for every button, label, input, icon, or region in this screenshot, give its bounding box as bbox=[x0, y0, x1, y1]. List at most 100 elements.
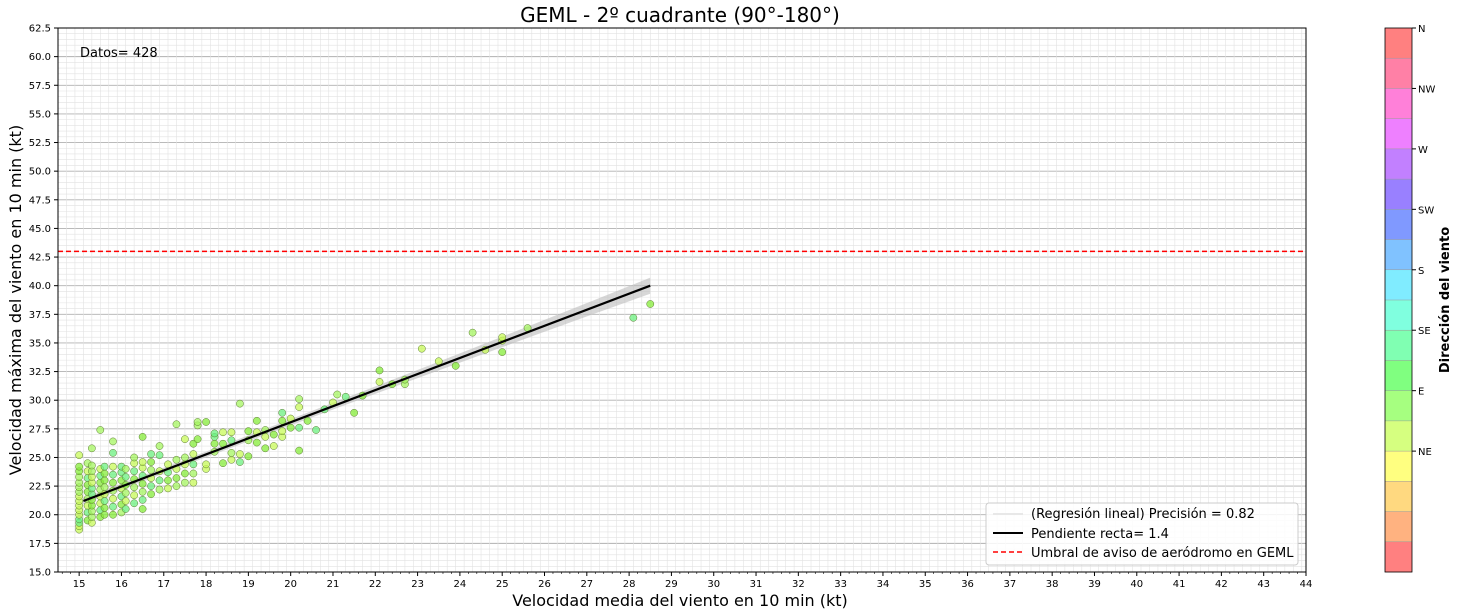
colorbar-ticks: N NW W SW S SE E NE bbox=[1412, 24, 1435, 458]
data-point bbox=[227, 455, 236, 464]
y-tick-label: 22.5 bbox=[29, 482, 51, 493]
colorbar-segment bbox=[1385, 88, 1412, 119]
y-tick-label: 20.0 bbox=[29, 510, 51, 521]
x-tick-label: 30 bbox=[707, 579, 720, 590]
data-point bbox=[100, 510, 109, 519]
data-point bbox=[350, 408, 358, 417]
data-point bbox=[109, 437, 117, 446]
data-point bbox=[155, 476, 164, 485]
data-point bbox=[181, 435, 189, 443]
data-point bbox=[236, 458, 244, 466]
data-point bbox=[100, 504, 109, 512]
x-tick-label: 31 bbox=[750, 579, 763, 590]
data-point bbox=[202, 418, 210, 426]
data-point bbox=[189, 460, 198, 469]
colorbar-label: Dirección del viento bbox=[1438, 227, 1453, 373]
x-axis-ticks: 15 16 17 18 19 20 21 22 23 24 25 26 27 28 29 30 31 32 33 34… bbox=[61, 572, 1313, 590]
x-tick-label: 43 bbox=[1257, 579, 1270, 590]
data-point bbox=[252, 416, 261, 425]
legend-threshold-label: Umbral de aviso de aeródromo en GEML bbox=[1031, 546, 1294, 561]
data-point bbox=[646, 300, 655, 308]
data-point bbox=[121, 473, 130, 481]
colorbar-segment bbox=[1385, 330, 1412, 361]
data-point bbox=[138, 505, 147, 513]
x-tick-label: 19 bbox=[242, 579, 255, 590]
x-tick-label: 37 bbox=[1003, 579, 1016, 590]
chart-title: GEML - 2º cuadrante (90°-180°) bbox=[520, 3, 840, 27]
data-point bbox=[193, 418, 202, 426]
data-point bbox=[130, 483, 138, 492]
colorbar-segment bbox=[1385, 118, 1412, 150]
x-tick-label: 44 bbox=[1300, 579, 1313, 590]
y-tick-label: 57.5 bbox=[29, 81, 51, 92]
data-point bbox=[189, 450, 198, 458]
x-tick-label: 20 bbox=[284, 579, 297, 590]
data-point bbox=[219, 459, 227, 468]
data-point bbox=[147, 490, 155, 498]
y-tick-label: 50.0 bbox=[29, 167, 51, 178]
colorbar-tick-label: W bbox=[1418, 145, 1428, 156]
y-tick-label: 40.0 bbox=[29, 281, 51, 292]
x-tick-label: 34 bbox=[877, 579, 890, 590]
x-tick-label: 33 bbox=[834, 579, 847, 590]
colorbar-tick-label: NE bbox=[1418, 447, 1432, 458]
data-point bbox=[138, 479, 147, 488]
data-point bbox=[138, 495, 147, 504]
data-point bbox=[375, 378, 384, 386]
colorbar-segment bbox=[1385, 58, 1412, 89]
legend-ci-label: (Regresión lineal) Precisión = 0.82 bbox=[1031, 507, 1255, 522]
data-point bbox=[227, 449, 236, 457]
data-point bbox=[417, 344, 426, 353]
data-point bbox=[202, 460, 210, 469]
y-tick-label: 25.0 bbox=[29, 453, 51, 464]
colorbar-segment bbox=[1385, 179, 1412, 210]
data-point bbox=[434, 357, 443, 366]
colorbar-segment bbox=[1385, 481, 1412, 512]
colorbar-tick-label: NW bbox=[1418, 84, 1435, 95]
y-tick-label: 55.0 bbox=[29, 109, 51, 120]
x-tick-label: 17 bbox=[157, 579, 170, 590]
data-point bbox=[295, 395, 303, 403]
x-tick-label: 27 bbox=[580, 579, 593, 590]
colorbar-segment bbox=[1385, 511, 1412, 543]
y-tick-label: 30.0 bbox=[29, 396, 51, 407]
x-tick-label: 25 bbox=[496, 579, 509, 590]
x-tick-label: 38 bbox=[1046, 579, 1059, 590]
x-tick-label: 22 bbox=[369, 579, 382, 590]
data-point bbox=[109, 462, 117, 471]
y-tick-label: 60.0 bbox=[29, 52, 51, 63]
data-point bbox=[269, 430, 278, 439]
data-point bbox=[155, 485, 164, 494]
data-point bbox=[164, 484, 172, 493]
data-point bbox=[210, 429, 219, 438]
data-point bbox=[498, 348, 507, 356]
data-point bbox=[130, 491, 138, 500]
data-point bbox=[100, 462, 109, 471]
data-point bbox=[219, 428, 227, 437]
data-point bbox=[75, 462, 84, 471]
legend-regression-label: Pendiente recta= 1.4 bbox=[1031, 527, 1169, 542]
data-point bbox=[286, 423, 295, 432]
y-tick-label: 32.5 bbox=[29, 367, 51, 378]
regression-line-group bbox=[82, 284, 651, 503]
x-tick-label: 18 bbox=[200, 579, 213, 590]
legend-box bbox=[985, 502, 1299, 566]
x-tick-label: 16 bbox=[115, 579, 128, 590]
x-tick-label: 21 bbox=[327, 579, 340, 590]
x-tick-label: 36 bbox=[961, 579, 974, 590]
x-tick-label: 29 bbox=[665, 579, 678, 590]
y-tick-label: 52.5 bbox=[29, 138, 51, 149]
data-point bbox=[629, 313, 638, 322]
y-tick-label: 45.0 bbox=[29, 224, 51, 235]
data-point bbox=[189, 478, 198, 487]
data-point bbox=[87, 444, 96, 453]
data-point bbox=[451, 362, 460, 370]
y-tick-label: 27.5 bbox=[29, 424, 51, 435]
data-point bbox=[121, 505, 130, 513]
data-point bbox=[261, 444, 270, 453]
colorbar-tick-label: S bbox=[1418, 266, 1424, 277]
data-point bbox=[121, 489, 130, 497]
x-tick-label: 26 bbox=[538, 579, 551, 590]
data-point bbox=[172, 455, 181, 464]
